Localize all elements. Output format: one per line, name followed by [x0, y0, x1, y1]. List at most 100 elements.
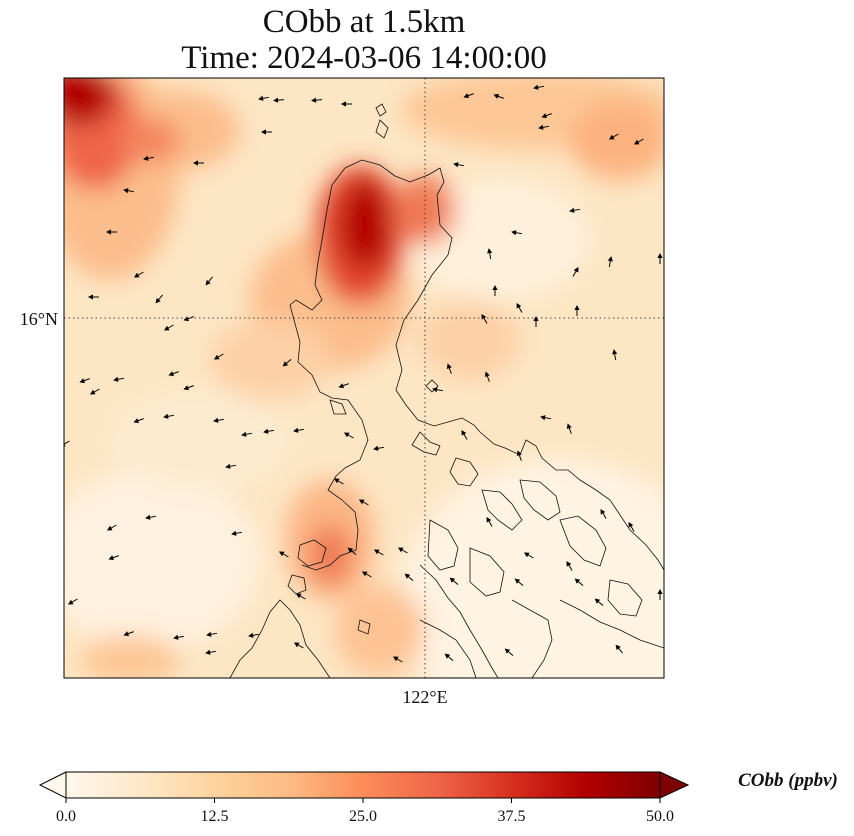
wind-arrow: [67, 598, 78, 605]
wind-arrow: [213, 417, 225, 423]
colorbar-tick-label: 0.0: [56, 808, 76, 825]
wind-arrow: [446, 363, 452, 374]
wind-arrow: [404, 573, 414, 581]
lon-tick-label: 122°E: [402, 687, 447, 707]
wind-arrow: [574, 578, 584, 586]
wind-arrow: [89, 388, 100, 395]
wind-arrow: [569, 207, 581, 213]
wind-arrow: [133, 418, 144, 424]
wind-arrow: [657, 589, 663, 600]
wind-arrow: [615, 644, 623, 654]
wind-arrow: [633, 138, 644, 145]
map-frame: [63, 77, 665, 679]
wind-arrow: [657, 253, 663, 264]
wind-arrow: [486, 516, 493, 527]
wind-arrow: [258, 95, 270, 101]
wind-arrow: [145, 514, 157, 520]
wind-arrow: [566, 560, 573, 571]
wind-arrow: [231, 530, 243, 536]
colorbar-label: CObb (ppbv): [738, 770, 838, 791]
wind-arrow: [106, 524, 117, 531]
wind-arrow: [123, 188, 135, 194]
wind-arrow: [516, 450, 522, 461]
wind-arrow: [612, 349, 618, 361]
colorbar-tick-label: 37.5: [498, 808, 526, 825]
colorbar-extend-max: [659, 771, 690, 799]
wind-arrow: [540, 415, 552, 421]
wind-arrow: [461, 429, 468, 440]
wind-arrow: [566, 423, 572, 434]
wind-arrow: [295, 593, 306, 600]
wind-arrow: [168, 371, 179, 377]
wind-arrow: [628, 521, 635, 532]
wind-arrow: [514, 578, 524, 586]
wind-arrow: [361, 571, 372, 578]
wind-arrow: [183, 385, 194, 391]
wind-arrow: [263, 428, 275, 434]
wind-arrow: [143, 155, 155, 161]
wind-arrow: [293, 427, 305, 433]
wind-arrow: [123, 631, 134, 637]
wind-arrow: [248, 632, 260, 638]
coastline: [229, 103, 664, 678]
wind-arrow: [533, 84, 545, 90]
wind-arrow: [163, 413, 175, 419]
wind-arrow: [88, 294, 99, 300]
wind-arrow: [273, 97, 285, 103]
wind-arrow: [155, 294, 163, 304]
lat-tick-label: 16°N: [20, 309, 58, 329]
wind-arrow: [392, 656, 403, 663]
wind-arrow: [341, 101, 352, 107]
wind-vectors: [64, 84, 663, 663]
wind-arrow: [163, 324, 174, 331]
map-title-line-1: CObb at 1.5km: [262, 4, 466, 40]
wind-arrow: [453, 162, 465, 168]
wind-arrow: [293, 642, 304, 649]
concentration-field: [64, 78, 664, 678]
wind-arrow: [484, 371, 490, 382]
wind-arrow: [432, 387, 444, 393]
wind-arrow: [600, 508, 607, 519]
wind-arrow: [347, 547, 357, 555]
wind-arrow: [108, 555, 119, 561]
wind-arrow: [278, 551, 289, 558]
wind-arrow: [79, 378, 90, 384]
wind-arrow: [373, 549, 384, 556]
wind-arrow: [358, 499, 369, 506]
wind-arrow: [373, 445, 385, 451]
wind-arrow: [492, 285, 498, 296]
wind-arrow: [173, 634, 185, 640]
colorbar: 0.0 12.5 25.0 37.5 50.0 CObb (ppbv): [38, 770, 838, 825]
wind-arrow: [538, 124, 550, 130]
wind-arrow: [397, 547, 408, 554]
wind-arrow: [574, 305, 580, 316]
wind-arrow: [516, 302, 523, 313]
wind-arrow: [205, 276, 213, 286]
colorbar-gradient: [65, 771, 661, 799]
wind-arrow: [282, 359, 292, 367]
wind-arrow: [113, 376, 125, 382]
wind-arrow: [463, 93, 474, 99]
colorbar-extend-min: [38, 771, 67, 799]
wind-arrow: [333, 478, 344, 485]
wind-arrow: [607, 256, 613, 268]
wind-arrow: [533, 316, 539, 327]
wind-arrow: [205, 649, 217, 655]
wind-arrow: [449, 577, 459, 585]
graticule: [64, 78, 664, 678]
wind-arrow: [261, 129, 272, 135]
wind-arrow: [133, 271, 144, 278]
colorbar-tick-label: 25.0: [349, 808, 377, 825]
wind-arrow: [523, 552, 534, 559]
wind-arrow: [572, 266, 579, 277]
wind-arrow: [541, 113, 552, 119]
wind-arrow: [193, 160, 204, 166]
wind-arrow: [343, 432, 354, 439]
wind-arrow: [225, 463, 237, 469]
wind-arrow: [338, 383, 349, 389]
wind-arrow: [213, 353, 224, 360]
wind-arrow: [493, 93, 504, 99]
map-title-line-2: Time: 2024-03-06 14:00:00: [181, 40, 547, 76]
wind-arrow: [487, 248, 493, 260]
